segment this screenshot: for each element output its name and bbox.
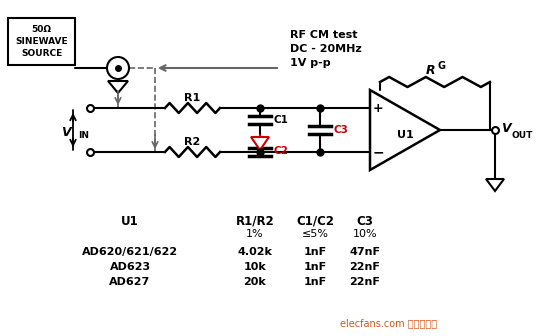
Text: OUT: OUT xyxy=(511,130,532,139)
Text: C1/C2: C1/C2 xyxy=(296,215,334,228)
FancyBboxPatch shape xyxy=(8,18,75,65)
Text: IN: IN xyxy=(78,131,89,140)
Text: C3: C3 xyxy=(334,125,349,135)
Text: 20k: 20k xyxy=(244,277,266,287)
Text: C1: C1 xyxy=(274,115,289,125)
Text: G: G xyxy=(437,61,445,71)
Polygon shape xyxy=(108,81,128,93)
Polygon shape xyxy=(486,179,504,191)
Text: 1nF: 1nF xyxy=(304,247,327,257)
Text: −: − xyxy=(372,145,384,159)
Polygon shape xyxy=(370,90,440,170)
Text: R1/R2: R1/R2 xyxy=(235,215,274,228)
Text: elecfans.com 电子发烧友: elecfans.com 电子发烧友 xyxy=(340,318,437,328)
Text: 1%: 1% xyxy=(246,229,264,239)
Text: RF CM test
DC - 20MHz
1V p-p: RF CM test DC - 20MHz 1V p-p xyxy=(290,30,362,68)
Text: ≤5%: ≤5% xyxy=(301,229,328,239)
Text: V: V xyxy=(62,126,71,139)
Text: +: + xyxy=(373,101,383,115)
Text: 4.02k: 4.02k xyxy=(238,247,272,257)
Text: AD620/621/622: AD620/621/622 xyxy=(82,247,178,257)
Text: 10%: 10% xyxy=(353,229,377,239)
Text: AD627: AD627 xyxy=(109,277,151,287)
Text: 22nF: 22nF xyxy=(350,262,381,272)
Text: 22nF: 22nF xyxy=(350,277,381,287)
Text: V: V xyxy=(501,122,510,134)
Text: R1: R1 xyxy=(184,93,201,103)
Text: 47nF: 47nF xyxy=(349,247,381,257)
Text: U1: U1 xyxy=(397,130,414,140)
Text: C2: C2 xyxy=(274,146,289,157)
Text: 10k: 10k xyxy=(244,262,266,272)
Text: R2: R2 xyxy=(184,137,201,147)
Text: 1nF: 1nF xyxy=(304,262,327,272)
Polygon shape xyxy=(251,137,269,150)
Text: 1nF: 1nF xyxy=(304,277,327,287)
Text: C3: C3 xyxy=(356,215,373,228)
Text: 50Ω
SINEWAVE
SOURCE: 50Ω SINEWAVE SOURCE xyxy=(15,25,68,58)
Text: AD623: AD623 xyxy=(109,262,151,272)
Text: R: R xyxy=(425,64,435,77)
Text: U1: U1 xyxy=(121,215,139,228)
